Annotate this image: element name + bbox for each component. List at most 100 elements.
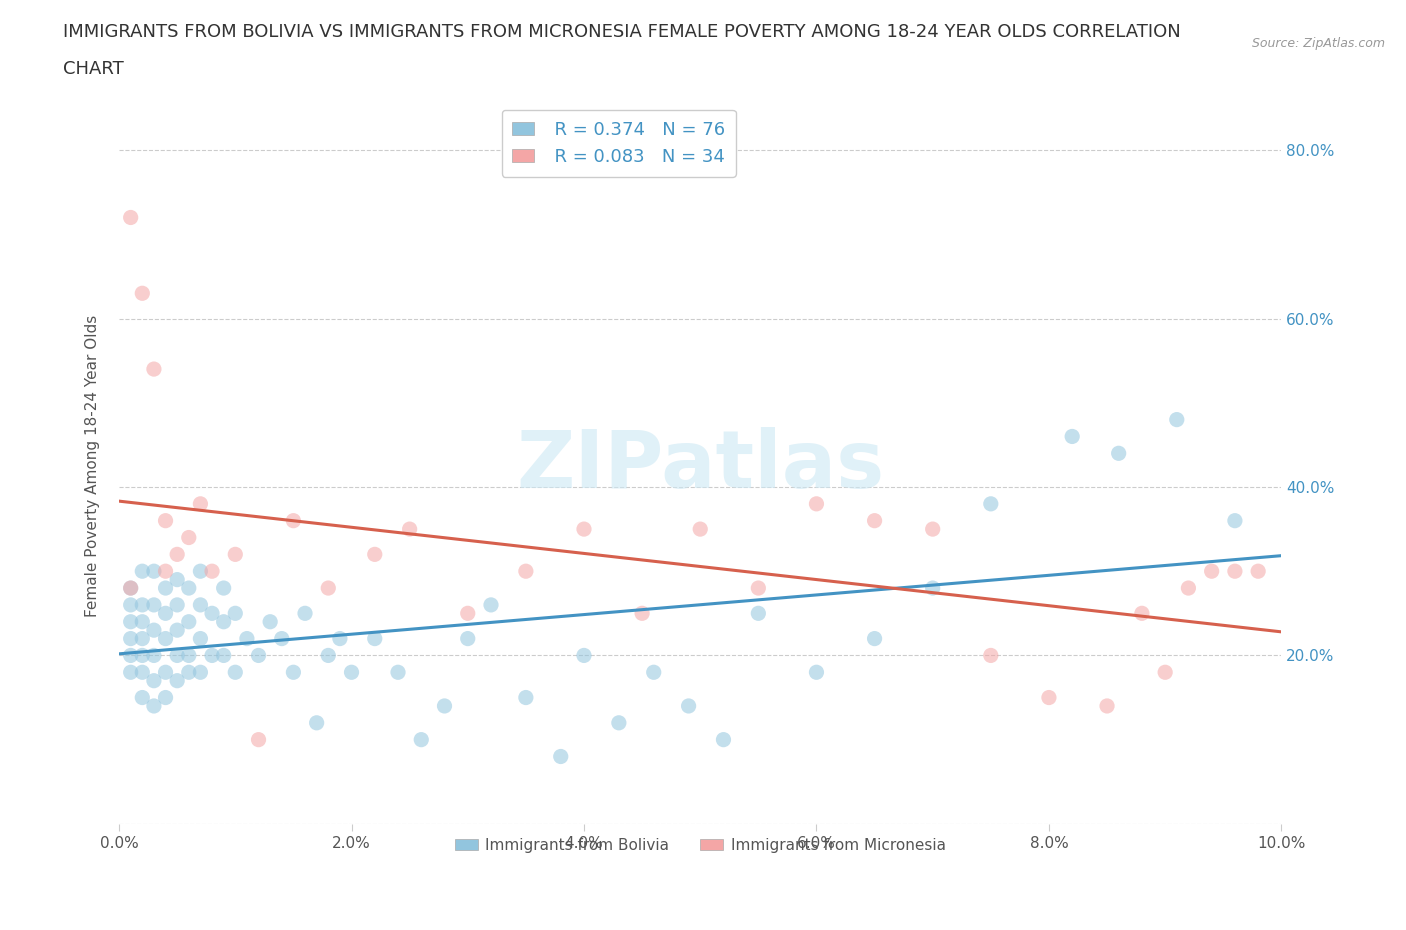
Point: [190, 631, 212, 646]
Point: [142, 673, 165, 688]
Point: [631, 605, 654, 620]
Point: [120, 631, 142, 646]
Point: [1223, 513, 1246, 528]
Point: [120, 648, 142, 663]
Point: [398, 522, 420, 537]
Point: [155, 690, 177, 705]
Point: [1223, 564, 1246, 578]
Point: [142, 362, 165, 377]
Point: [1201, 564, 1223, 578]
Point: [131, 665, 153, 680]
Point: [863, 631, 886, 646]
Point: [806, 665, 828, 680]
Point: [236, 631, 259, 646]
Point: [166, 623, 188, 638]
Point: [283, 513, 305, 528]
Point: [120, 210, 142, 225]
Point: [166, 648, 188, 663]
Point: [131, 690, 153, 705]
Point: [433, 698, 456, 713]
Point: [120, 615, 142, 630]
Point: [120, 597, 142, 612]
Point: [177, 530, 200, 545]
Point: [212, 648, 235, 663]
Point: [364, 631, 387, 646]
Point: [689, 522, 711, 537]
Point: [131, 597, 153, 612]
Point: [550, 749, 572, 764]
Point: [155, 580, 177, 595]
Point: [572, 648, 595, 663]
Point: [1038, 690, 1060, 705]
Point: [921, 522, 943, 537]
Point: [364, 547, 387, 562]
Point: [190, 665, 212, 680]
Point: [806, 497, 828, 512]
Point: [411, 732, 433, 747]
Point: [142, 623, 165, 638]
Point: [316, 580, 339, 595]
Point: [863, 513, 886, 528]
Point: [572, 522, 595, 537]
Text: CHART: CHART: [63, 60, 124, 78]
Point: [340, 665, 363, 680]
Point: [1130, 605, 1153, 620]
Point: [120, 580, 142, 595]
Point: [224, 547, 246, 562]
Point: [515, 564, 537, 578]
Point: [142, 698, 165, 713]
Point: [283, 665, 305, 680]
Point: [247, 648, 270, 663]
Point: [131, 648, 153, 663]
Point: [166, 572, 188, 587]
Point: [131, 615, 153, 630]
Point: [190, 497, 212, 512]
Point: [921, 580, 943, 595]
Point: [155, 513, 177, 528]
Point: [980, 648, 1002, 663]
Point: [457, 631, 479, 646]
Point: [142, 564, 165, 578]
Point: [131, 564, 153, 578]
Point: [120, 665, 142, 680]
Point: [155, 631, 177, 646]
Point: [131, 631, 153, 646]
Point: [177, 665, 200, 680]
Point: [247, 732, 270, 747]
Text: ZIPatlas: ZIPatlas: [516, 427, 884, 505]
Point: [155, 564, 177, 578]
Point: [270, 631, 292, 646]
Point: [457, 605, 479, 620]
Text: IMMIGRANTS FROM BOLIVIA VS IMMIGRANTS FROM MICRONESIA FEMALE POVERTY AMONG 18-24: IMMIGRANTS FROM BOLIVIA VS IMMIGRANTS FR…: [63, 23, 1181, 41]
Point: [201, 564, 224, 578]
Point: [259, 615, 281, 630]
Point: [120, 580, 142, 595]
Point: [479, 597, 502, 612]
Point: [643, 665, 665, 680]
Point: [190, 564, 212, 578]
Point: [1062, 429, 1084, 444]
Point: [1154, 665, 1177, 680]
Legend: Immigrants from Bolivia, Immigrants from Micronesia: Immigrants from Bolivia, Immigrants from…: [449, 832, 952, 859]
Point: [166, 547, 188, 562]
Text: Source: ZipAtlas.com: Source: ZipAtlas.com: [1251, 37, 1385, 50]
Point: [305, 715, 328, 730]
Point: [177, 615, 200, 630]
Point: [747, 605, 769, 620]
Point: [387, 665, 409, 680]
Point: [329, 631, 352, 646]
Point: [212, 580, 235, 595]
Point: [201, 605, 224, 620]
Point: [177, 648, 200, 663]
Point: [1177, 580, 1199, 595]
Point: [294, 605, 316, 620]
Point: [224, 665, 246, 680]
Point: [1166, 412, 1188, 427]
Point: [713, 732, 735, 747]
Point: [131, 286, 153, 300]
Point: [1095, 698, 1118, 713]
Point: [142, 648, 165, 663]
Point: [166, 597, 188, 612]
Point: [166, 673, 188, 688]
Point: [316, 648, 339, 663]
